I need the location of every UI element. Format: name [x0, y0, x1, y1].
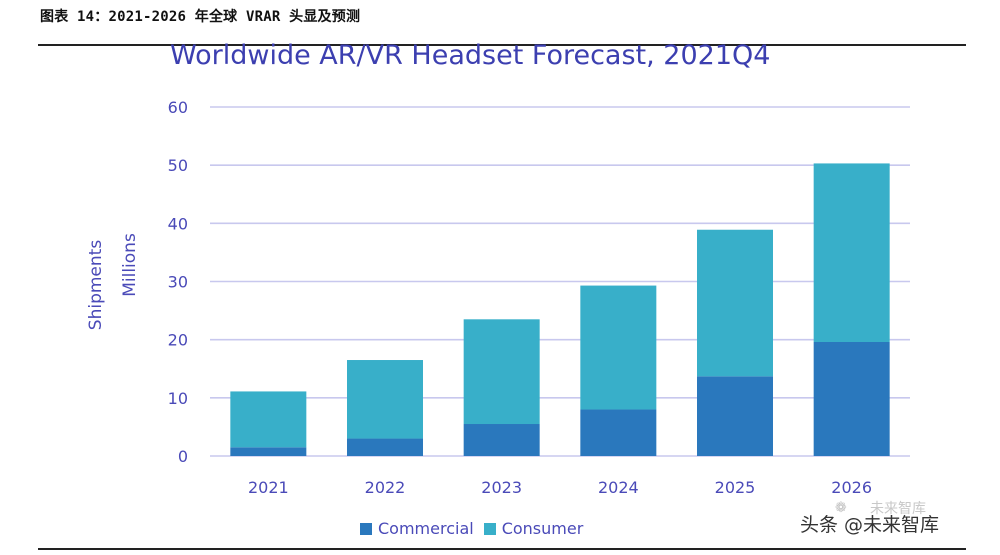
bar-layer — [230, 163, 890, 456]
legend-item-commercial: Commercial — [360, 519, 474, 538]
grid-layer — [210, 106, 910, 457]
x-tick-label: 2021 — [248, 478, 289, 497]
bar-consumer-2021 — [230, 391, 307, 448]
legend-label-consumer: Consumer — [501, 519, 584, 538]
y-tick-label: 60 — [168, 98, 188, 117]
bar-commercial-2024 — [580, 409, 657, 456]
bar-consumer-2022 — [347, 360, 423, 439]
chart-title: Worldwide AR/VR Headset Forecast, 2021Q4 — [170, 40, 771, 71]
x-tick-label: 2024 — [598, 478, 639, 497]
y-tick-label: 30 — [168, 273, 188, 292]
bar-commercial-2026 — [813, 341, 890, 456]
y-tick-label: 10 — [168, 389, 188, 408]
bar-consumer-2026 — [813, 163, 890, 342]
source-credit: 头条 @未来智库 — [800, 514, 940, 536]
watermark-logo-icon: ❁ — [835, 500, 847, 516]
y-tick-label: 20 — [168, 331, 188, 350]
legend-label-commercial: Commercial — [378, 519, 474, 538]
y-tick-label: 40 — [168, 214, 188, 233]
bar-commercial-2023 — [463, 424, 540, 456]
legend: Commercial Consumer — [360, 519, 583, 538]
bar-consumer-2024 — [580, 285, 657, 410]
legend-swatch-commercial — [360, 522, 372, 535]
y-tick-label: 0 — [178, 447, 188, 466]
watermark-text: 未来智库 — [870, 501, 926, 517]
legend-swatch-consumer — [483, 522, 496, 535]
bottom-rule — [38, 548, 966, 550]
bar-consumer-2023 — [463, 319, 540, 425]
x-tick-label: 2022 — [365, 478, 406, 497]
x-tick-label: 2025 — [715, 478, 756, 497]
x-tick-label: 2023 — [481, 478, 522, 497]
y-axis-label-line2: Millions — [120, 233, 140, 297]
x-tick-label: 2026 — [831, 478, 872, 497]
bar-commercial-2021 — [230, 447, 307, 456]
top-rule — [38, 44, 966, 46]
bar-commercial-2025 — [697, 376, 773, 456]
figure-caption: 图表 14：2021-2026 年全球 VRAR 头显及预测 — [40, 9, 361, 25]
y-tick-label: 50 — [168, 156, 188, 175]
tick-layer: 0 10 20 30 40 50 60 2021 2022 2023 2024 2025 2026 — [168, 98, 872, 497]
legend-item-consumer: Consumer — [483, 519, 584, 538]
y-axis-label-line1: Shipments — [86, 240, 106, 331]
bar-consumer-2025 — [697, 229, 773, 377]
bar-commercial-2022 — [347, 438, 423, 456]
